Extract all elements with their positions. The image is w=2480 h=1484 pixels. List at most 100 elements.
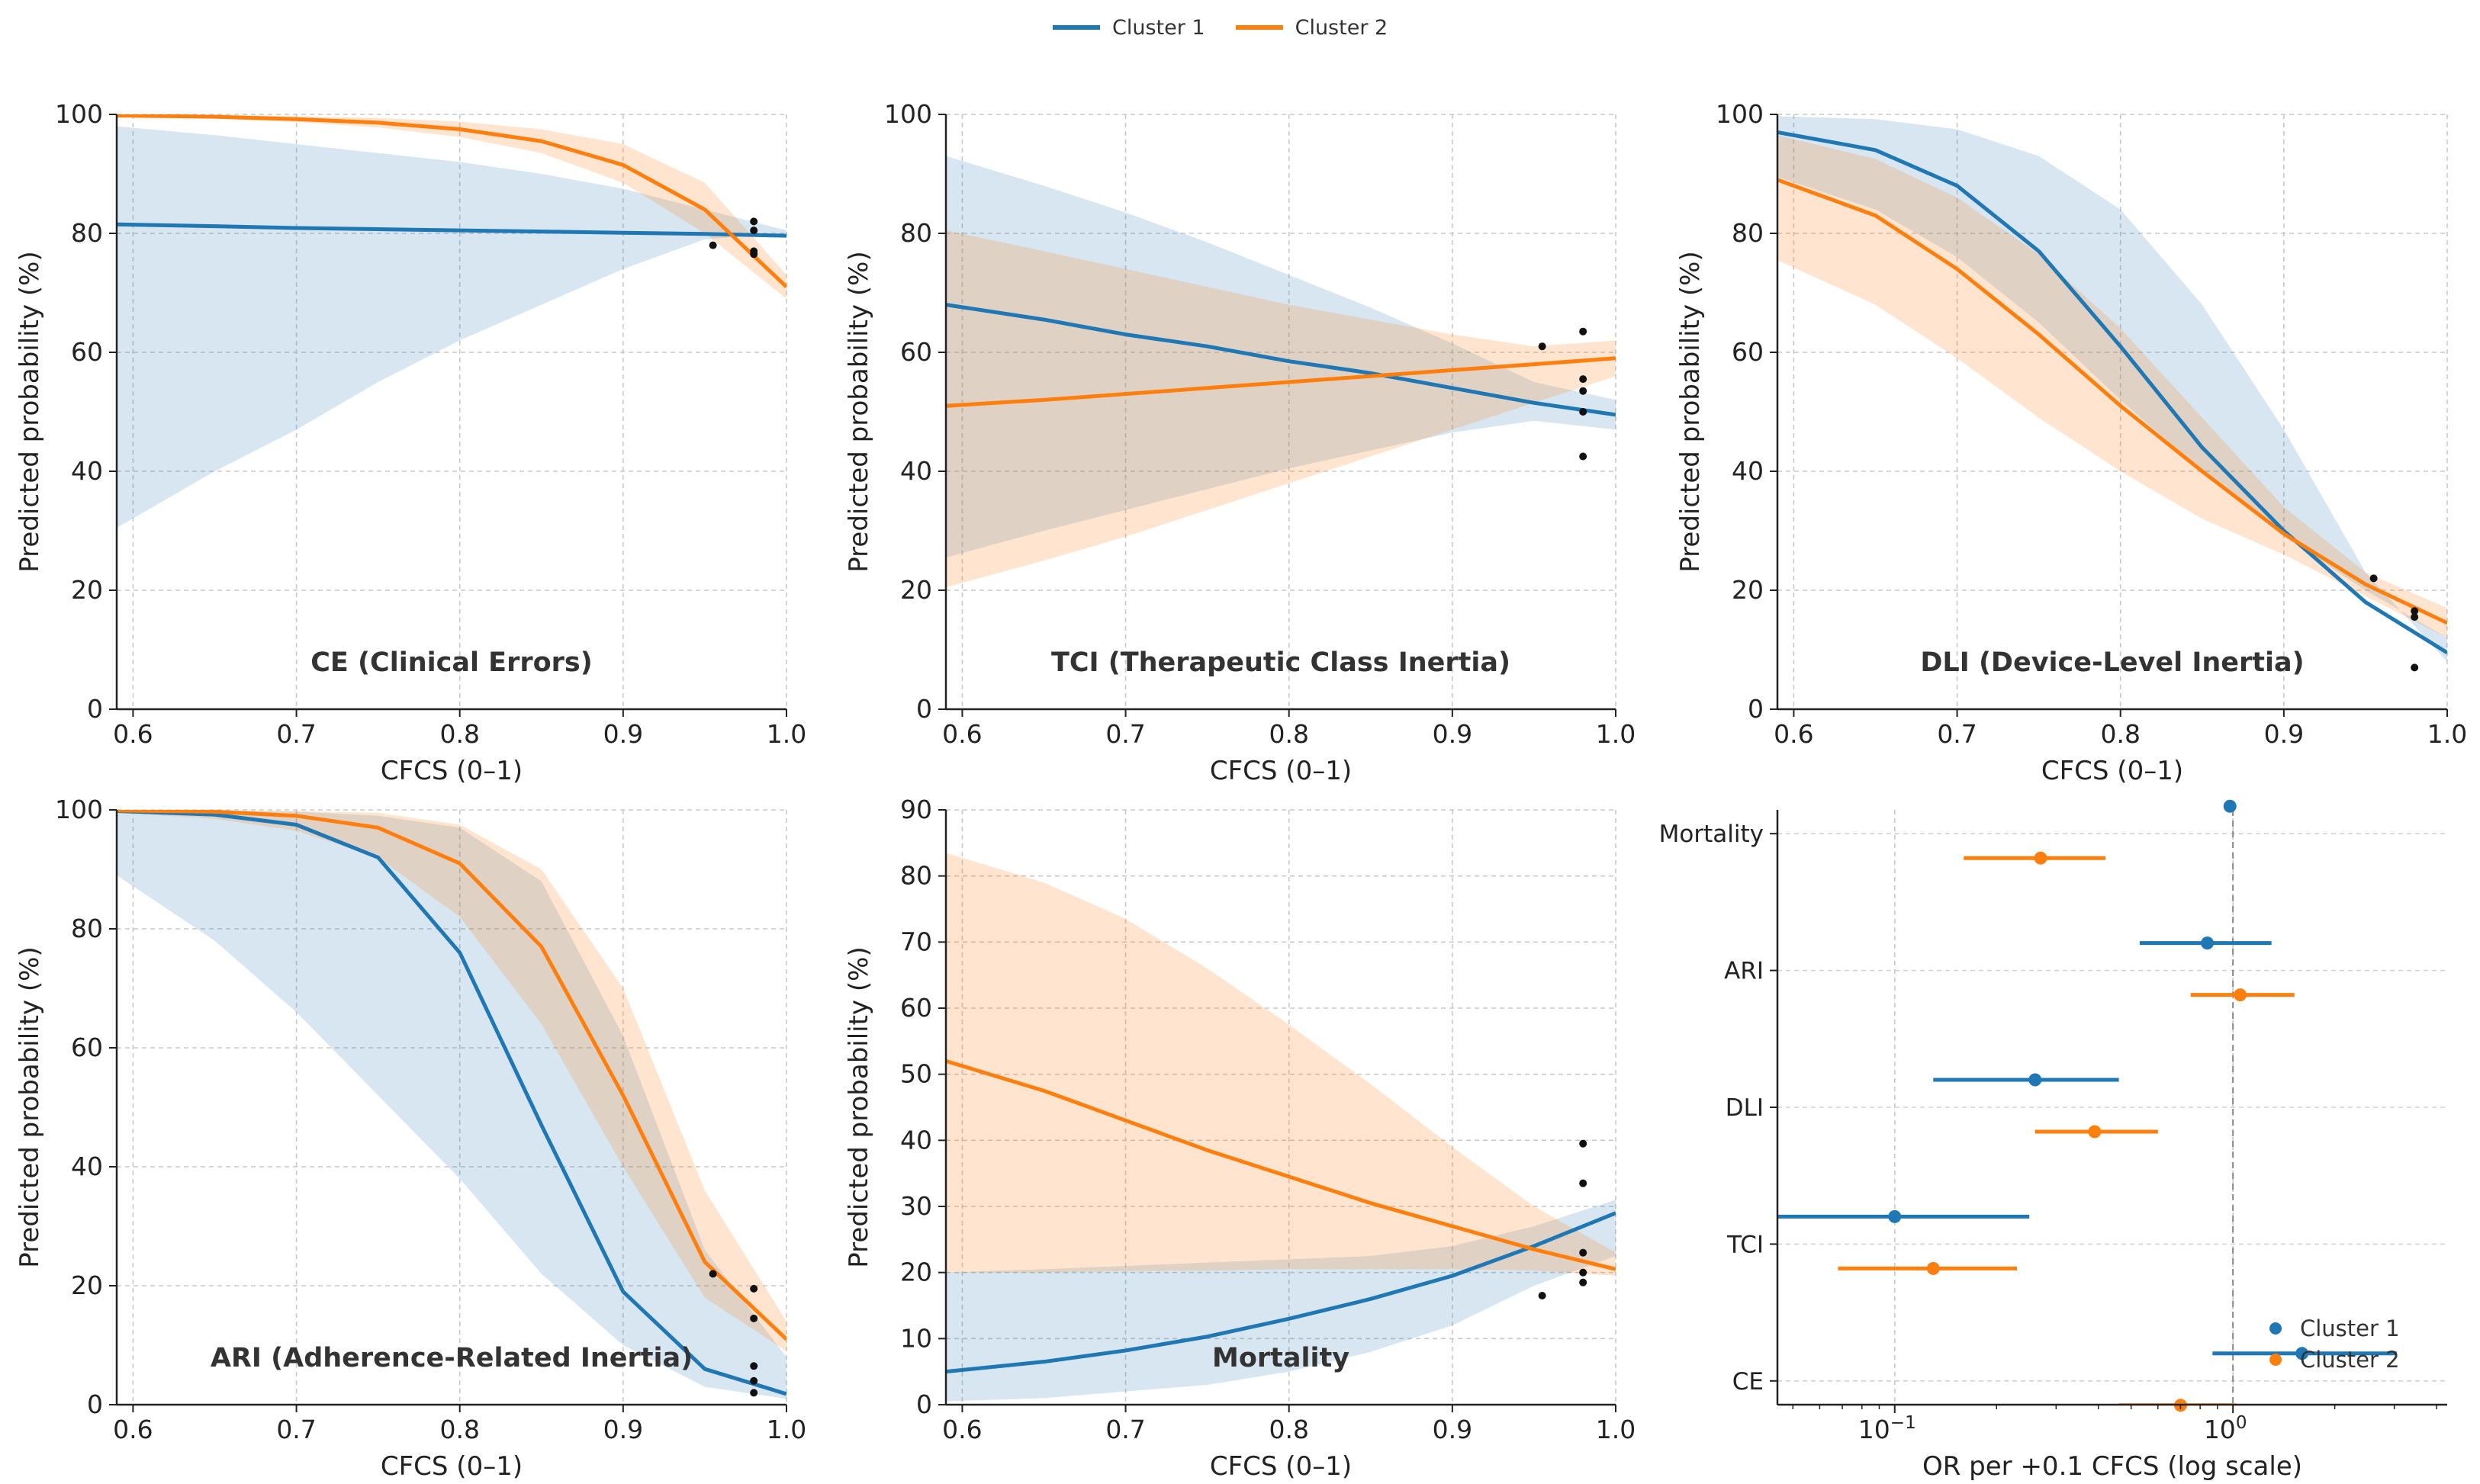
confidence-band-cluster-2 xyxy=(946,853,1616,1276)
observed-point xyxy=(2411,613,2419,622)
y-tick-label: 20 xyxy=(71,1270,103,1300)
observed-point xyxy=(2411,663,2419,672)
panel-tci: 0.6 0.7 0.8 0.9 1.0 0 20 40 60 80 100 CFCS (0–1) Pre… xyxy=(844,99,1636,786)
observed-point xyxy=(1579,408,1587,416)
observed-point xyxy=(750,1376,758,1385)
y-axis-label: Predicted probability (%) xyxy=(1675,251,1706,572)
observed-point xyxy=(1538,1292,1546,1299)
y-tick-label: 60 xyxy=(900,993,932,1023)
y-tick-label: 80 xyxy=(900,861,932,891)
x-tick-label: 0.8 xyxy=(1269,719,1308,749)
legend-item-cluster-2: Cluster 2 xyxy=(1235,15,1388,40)
legend-item-cluster-1: Cluster 1 xyxy=(1053,16,1205,40)
x-tick-label: 0.7 xyxy=(276,719,316,749)
panel-title: ARI (Adherence-Related Inertia) xyxy=(211,1343,693,1373)
category-label-dli: DLI xyxy=(1726,1094,1764,1122)
panel-title: Mortality xyxy=(1212,1343,1349,1373)
x-axis-label: OR per +0.1 CFCS (log scale) xyxy=(1922,1451,2302,1482)
y-tick-label: 80 xyxy=(900,218,932,248)
x-tick-label: 1.0 xyxy=(767,1415,806,1444)
series-line-cluster-2 xyxy=(946,1058,1616,1271)
series-line-cluster-1 xyxy=(946,1211,1616,1374)
panel-ce: 0.6 0.7 0.8 0.9 1.0 0 20 40 60 80 100 CFCS (0–1) Pre… xyxy=(14,99,806,786)
observed-point xyxy=(2369,574,2378,583)
observed-point xyxy=(1579,1139,1587,1148)
observed-point xyxy=(750,217,758,226)
panel-ari: 0.6 0.7 0.8 0.9 1.0 0 20 40 60 80 100 CFCS (0–1) Pre… xyxy=(14,795,806,1482)
y-axis-label: Predicted probability (%) xyxy=(844,946,874,1267)
x-tick-label: 0.9 xyxy=(1433,1415,1472,1444)
confidence-band-cluster-2 xyxy=(117,810,786,1351)
series-line-cluster-2 xyxy=(117,810,786,1341)
y-axis-label: Predicted probability (%) xyxy=(14,251,45,572)
x-tick-label: 0.8 xyxy=(439,719,479,749)
x-tick-label: 0.6 xyxy=(113,719,153,749)
y-tick-label: 80 xyxy=(71,914,103,943)
y-tick-label: 60 xyxy=(71,1033,103,1062)
confidence-band-cluster-1 xyxy=(117,810,786,1399)
y-tick-label: 0 xyxy=(916,1389,932,1419)
y-tick-label: 60 xyxy=(71,337,103,367)
series-line-cluster-1 xyxy=(1777,130,2447,655)
y-tick-label: 90 xyxy=(900,795,932,824)
y-tick-label: 40 xyxy=(900,1125,932,1155)
or-point-tci xyxy=(1888,1209,1902,1223)
observed-point xyxy=(750,226,758,235)
x-axis-label: CFCS (0–1) xyxy=(1210,1451,1352,1482)
or-point-ari xyxy=(2201,936,2215,950)
y-tick-label: 80 xyxy=(71,218,103,248)
y-tick-label: 0 xyxy=(1748,694,1764,724)
x-tick-label: 0.6 xyxy=(942,719,982,749)
y-tick-label: 100 xyxy=(55,99,103,129)
legend-swatch-cluster-1 xyxy=(1053,25,1100,30)
or-point-dli xyxy=(2028,1073,2042,1087)
x-tick-label: 1.0 xyxy=(1596,1415,1636,1444)
y-tick-label: 70 xyxy=(900,927,932,956)
series-line-cluster-2 xyxy=(117,114,786,289)
x-tick-label: 0.9 xyxy=(603,719,643,749)
x-tick-label: 0.9 xyxy=(603,1415,643,1444)
category-label-ari: ARI xyxy=(1724,958,1764,985)
figure-legend: Cluster 1 Cluster 2 xyxy=(1053,12,1388,43)
x-tick-label: 0.6 xyxy=(1774,719,1813,749)
or-point-dli xyxy=(2088,1125,2102,1139)
observed-point xyxy=(750,1362,758,1370)
y-tick-label: 20 xyxy=(900,575,932,605)
legend-label-cluster-2: Cluster 2 xyxy=(2300,1347,2400,1373)
panel-dli: 0.6 0.7 0.8 0.9 1.0 0 20 40 60 80 100 CFCS (0–1) Pre… xyxy=(1675,99,2467,786)
y-tick-label: 20 xyxy=(71,575,103,605)
x-axis-label: CFCS (0–1) xyxy=(381,1451,523,1482)
legend-label-cluster-2: Cluster 2 xyxy=(1295,15,1388,40)
observed-point xyxy=(1579,387,1587,395)
panel-title: TCI (Therapeutic Class Inertia) xyxy=(1051,647,1510,678)
y-tick-label: 0 xyxy=(87,1389,103,1419)
legend-swatch-cluster-2 xyxy=(1235,25,1283,30)
x-tick-label: 0.7 xyxy=(276,1415,316,1444)
observed-point xyxy=(750,1389,758,1397)
observed-point xyxy=(709,241,717,249)
observed-point xyxy=(1538,342,1546,351)
observed-point xyxy=(1579,1278,1587,1286)
y-tick-label: 20 xyxy=(1732,575,1764,605)
y-tick-label: 60 xyxy=(1732,337,1764,367)
x-tick-label: 0.9 xyxy=(2264,719,2304,749)
x-tick-label: 1.0 xyxy=(1596,719,1636,749)
y-tick-label: 40 xyxy=(71,456,103,486)
y-tick-label: 20 xyxy=(900,1258,932,1287)
category-label-ce: CE xyxy=(1732,1368,1764,1396)
x-tick-label: 1.0 xyxy=(767,719,806,749)
x-tick-label: 0.7 xyxy=(1105,1415,1145,1444)
x-tick-label: 0.9 xyxy=(1433,719,1472,749)
or-point-ari xyxy=(2234,988,2247,1002)
observed-point xyxy=(1579,452,1587,461)
series-line-cluster-1 xyxy=(117,222,786,238)
observed-point xyxy=(750,250,758,259)
x-axis-label: CFCS (0–1) xyxy=(2041,756,2183,786)
y-tick-label: 80 xyxy=(1732,218,1764,248)
y-tick-label: 0 xyxy=(87,694,103,724)
x-tick-label: 0.7 xyxy=(1937,719,1977,749)
y-axis-label: Predicted probability (%) xyxy=(14,946,45,1267)
legend-label-cluster-1: Cluster 1 xyxy=(2300,1315,2400,1341)
series-line-cluster-2 xyxy=(1777,178,2447,625)
